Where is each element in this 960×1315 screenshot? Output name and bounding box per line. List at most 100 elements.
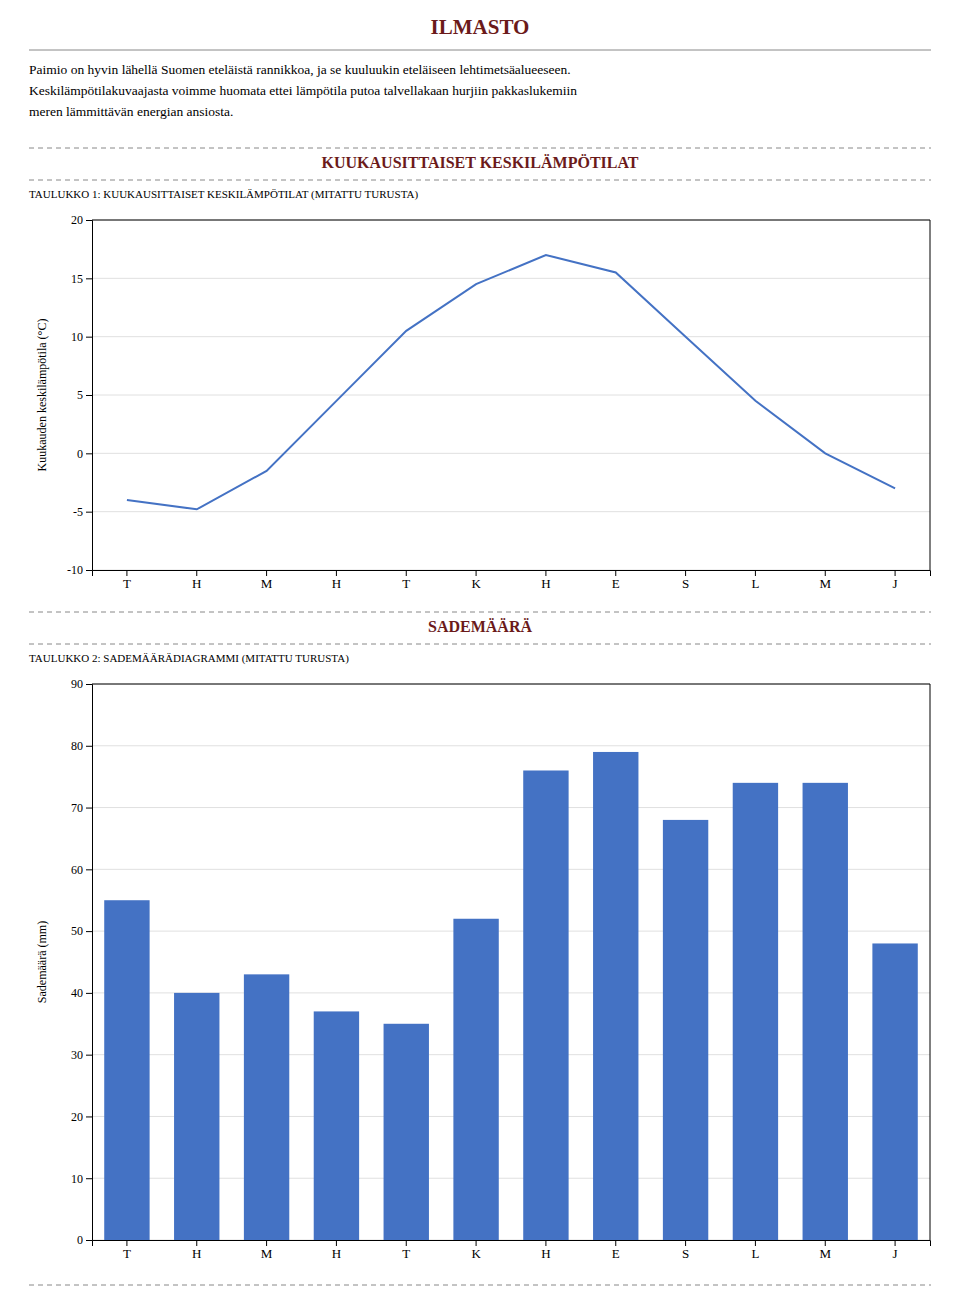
x-tick: M [261,570,273,591]
tick-mark [196,570,197,576]
x-tick-label: H [332,576,341,591]
x-tick-label: T [123,1246,131,1261]
x-tick-label: T [402,1246,410,1261]
x-tick: H [332,570,341,591]
x-tick: H [192,570,201,591]
tick-mark [86,1055,92,1056]
y-axis-title: Sademäärä (mm) [35,921,49,1003]
y-tick-label: 0 [77,1233,83,1247]
tick-mark [336,1240,337,1246]
y-tick: 30 [71,1048,92,1062]
x-tick-label: M [819,1246,831,1261]
bar [453,919,498,1240]
y-tick: 10 [71,330,92,344]
x-tick: M [819,570,831,591]
y-tick: 0 [77,1233,92,1247]
x-tick-label: E [612,1246,620,1261]
grid [92,220,930,570]
grid [92,684,930,1240]
y-tick: -10 [67,563,92,577]
y-tick-label: 40 [71,986,83,1000]
y-tick-label: 80 [71,739,83,753]
tick-mark [86,993,92,994]
x-tick-label: H [192,576,201,591]
tick-mark [86,395,92,396]
axis-line [86,221,93,571]
tick-mark [86,808,92,809]
plot-area [127,255,895,509]
section-title: KUUKAUSITTAISET KESKILÄMPÖTILAT [322,154,639,171]
x-tick-label: L [751,576,759,591]
x-tick-label: E [612,576,620,591]
tick-mark [86,337,92,338]
y-tick-label: 90 [71,677,83,691]
page-title: ILMASTO [431,15,530,39]
x-tick-label: K [471,576,481,591]
x-tick-label: S [682,1246,689,1261]
x-tick-label: T [123,576,131,591]
y-tick-label: 0 [77,447,83,461]
axis-line [93,571,931,577]
chart: KUUKAUSITTAISET KESKILÄMPÖTILATTAULUKKO … [29,154,931,592]
bar [244,974,289,1240]
tick-mark [86,453,92,454]
divider [29,644,931,645]
y-tick: 10 [71,1172,92,1186]
y-tick-label: 10 [71,330,83,344]
grid-line [92,336,930,337]
y-tick-label: 30 [71,1048,83,1062]
y-tick: 90 [71,677,92,691]
x-tick: K [471,1240,481,1261]
tick-mark [126,1240,127,1246]
y-axis: -10-505101520 [67,213,93,577]
tick-mark [266,1240,267,1246]
section-title: SADEMÄÄRÄ [428,618,532,635]
x-tick: H [541,570,550,591]
x-axis: THMHTKHESLMJ [93,1240,931,1261]
tick-mark [266,570,267,576]
tick-mark [825,1240,826,1246]
grid-line [92,395,930,396]
y-tick: 0 [77,447,92,461]
divider [29,1285,931,1286]
x-tick-label: H [541,1246,550,1261]
tick-mark [86,684,92,685]
x-tick: M [261,1240,273,1261]
intro-text: Keskilämpötilakuvaajasta voimme huomata … [29,83,577,98]
tick-mark [825,570,826,576]
divider [29,612,931,613]
x-tick: T [123,570,131,591]
bar [593,752,638,1240]
y-axis: 0102030405060708090 [71,677,93,1247]
x-tick-label: J [893,1246,898,1261]
y-tick: 70 [71,801,92,815]
y-tick: 15 [71,272,92,286]
bar [523,770,568,1240]
bar [174,993,219,1240]
divider [29,50,931,51]
x-tick: T [123,1240,131,1261]
x-tick-label: K [471,1246,481,1261]
tick-mark [476,570,477,576]
tick-mark [615,570,616,576]
tick-mark [545,570,546,576]
grid-line [92,220,930,221]
intro-text: meren lämmittävän energian ansiosta. [29,104,233,119]
tick-mark [895,570,896,576]
y-tick-label: 70 [71,801,83,815]
y-tick-label: -10 [67,563,83,577]
y-tick-label: 60 [71,863,83,877]
bar [104,900,149,1240]
x-tick: L [751,1240,759,1261]
x-tick: E [612,1240,620,1261]
y-tick-label: 20 [71,213,83,227]
x-tick-label: T [402,576,410,591]
tick-mark [685,1240,686,1246]
tick-mark [755,1240,756,1246]
tick-mark [545,1240,546,1246]
x-tick: M [819,1240,831,1261]
x-tick: T [402,570,410,591]
frame-line [930,684,931,1240]
y-tick-label: 10 [71,1172,83,1186]
y-tick-label: 20 [71,1110,83,1124]
